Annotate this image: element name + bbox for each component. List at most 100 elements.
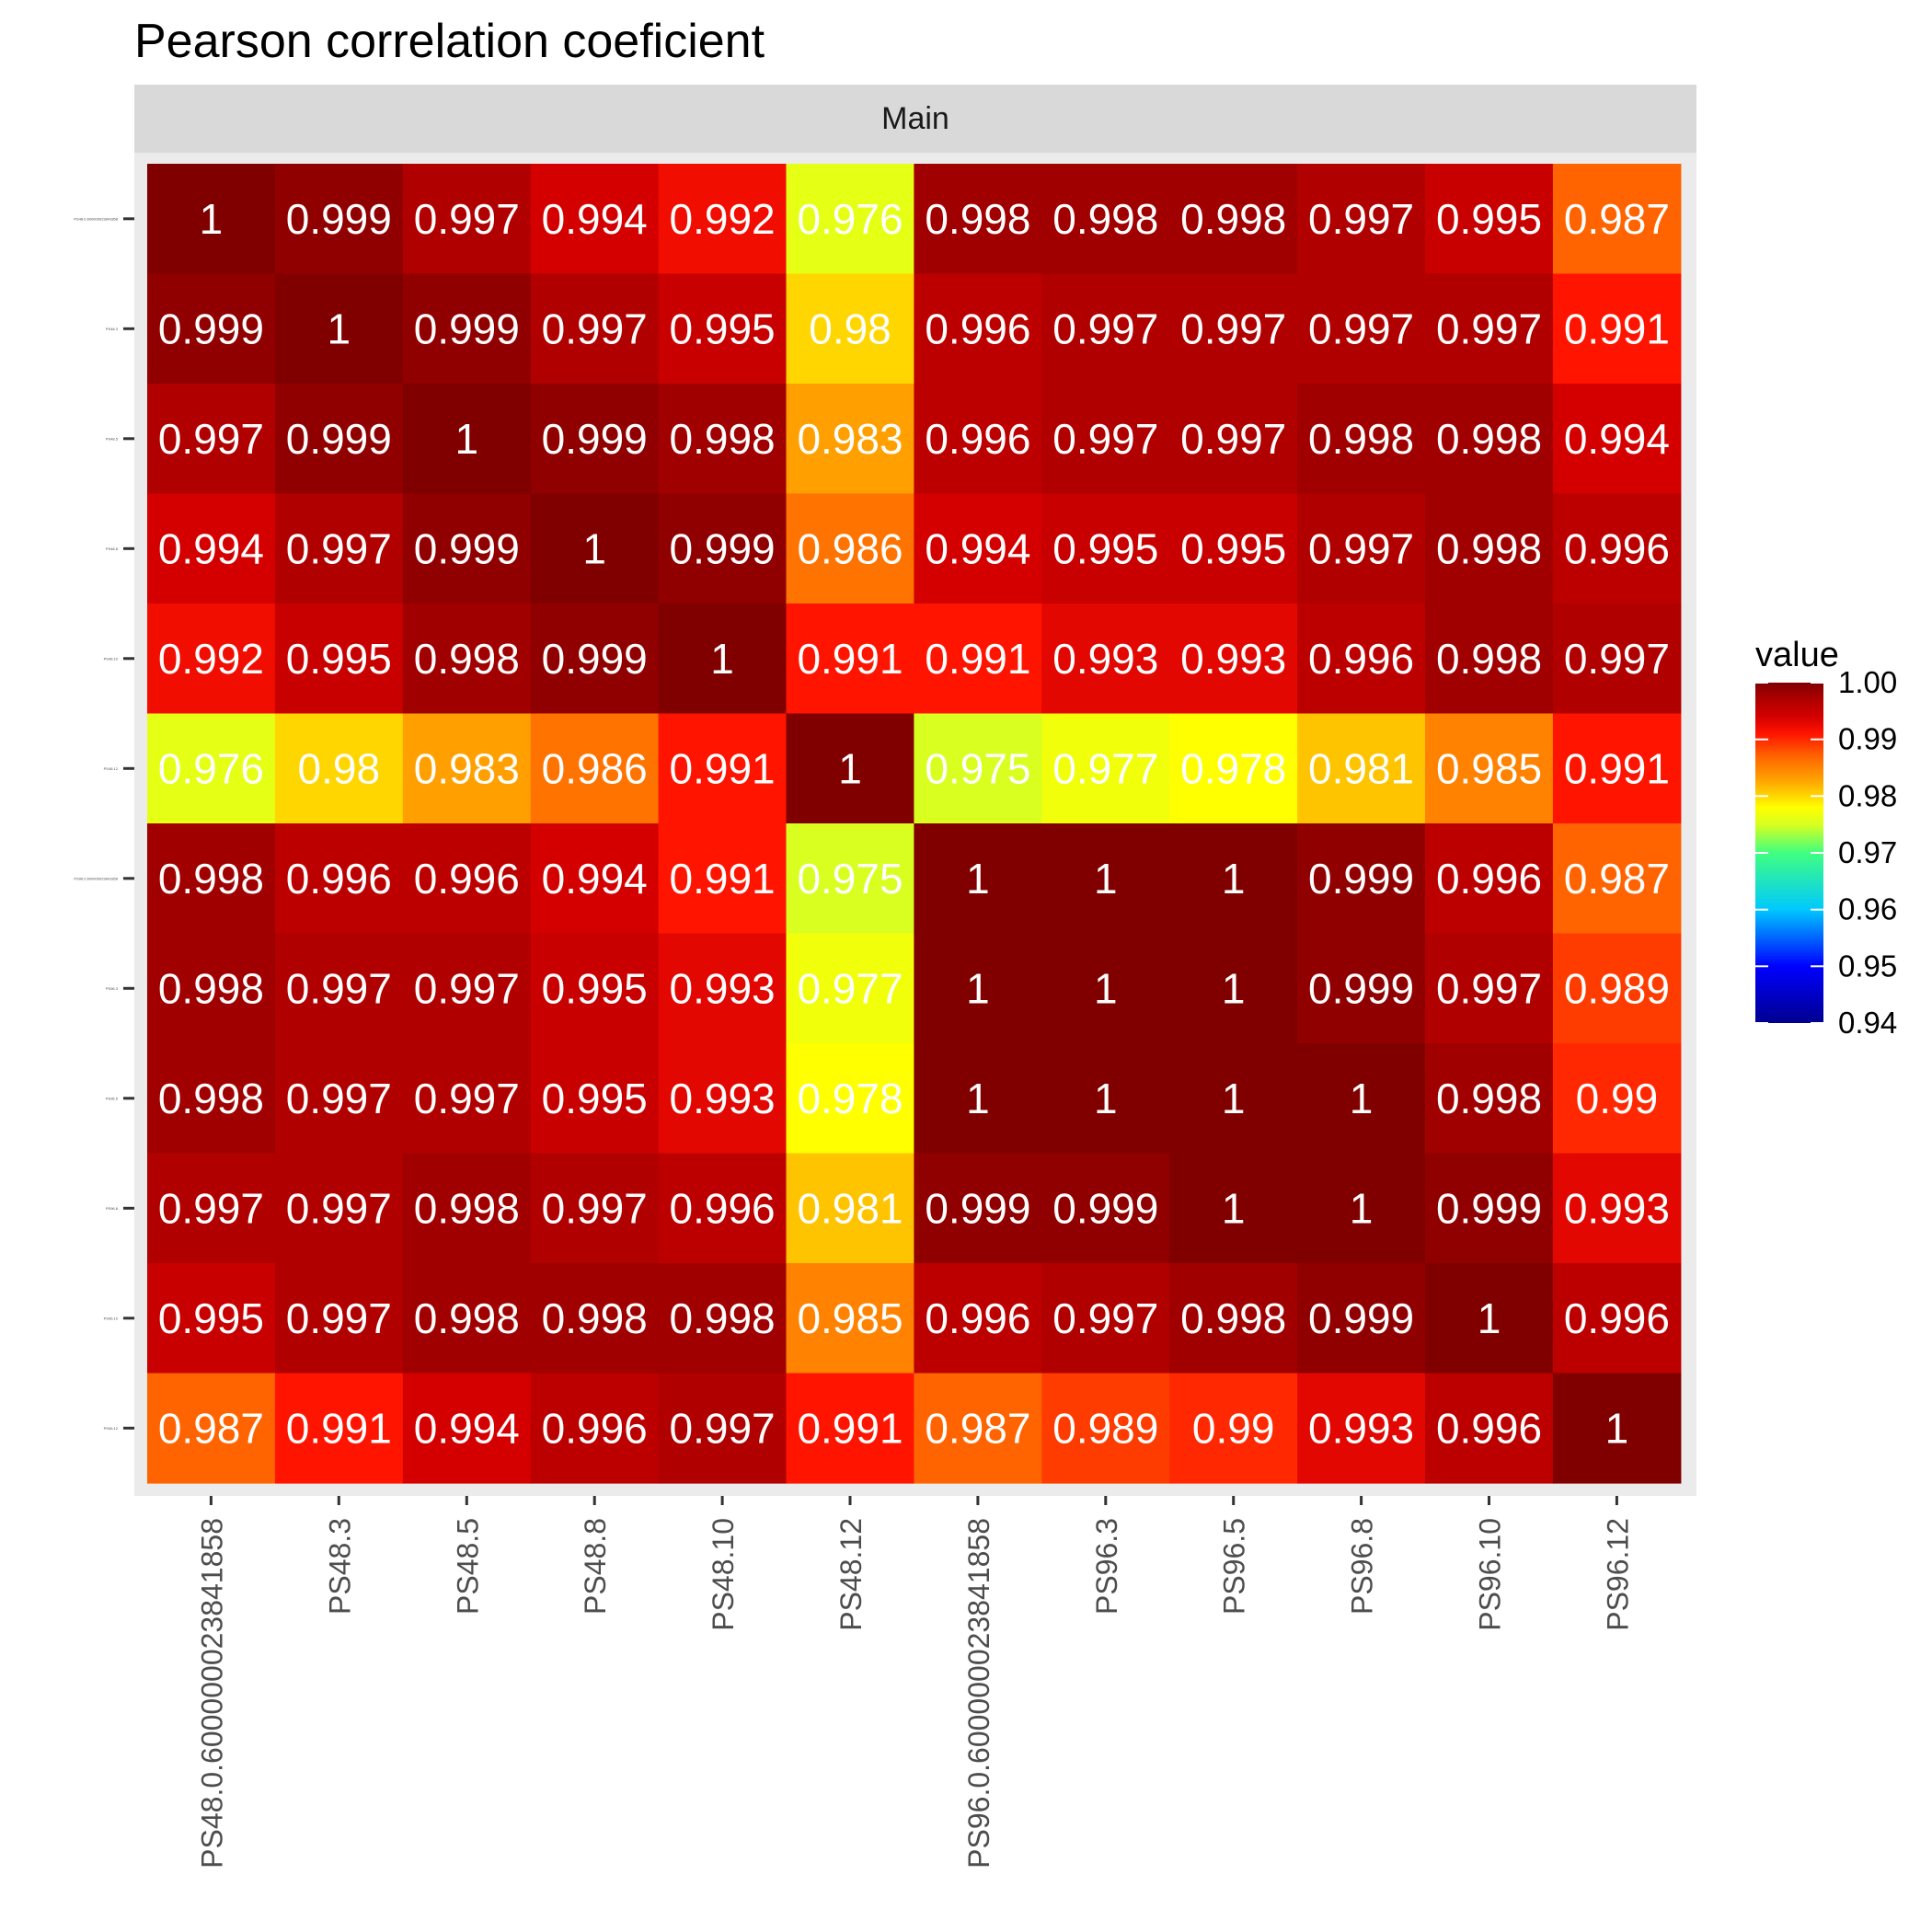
cell-value-label: 0.996 [1564,524,1670,572]
cell-value-label: 0.999 [286,415,392,463]
cell-value-label: 0.998 [1308,415,1414,463]
heatmap-cell [402,823,532,935]
cell-value-label: 0.977 [1052,744,1158,792]
heatmap-cell [1425,493,1554,604]
cell-value-label: 0.98 [809,305,891,352]
cell-value-label: 0.987 [1564,195,1670,243]
cell-value-label: 0.998 [1436,1075,1542,1122]
y-axis-tick-label: PS96.3 [106,986,119,991]
cell-value-label: 1 [200,195,224,243]
cell-value-label: 0.991 [286,1404,392,1452]
cell-value-label: 0.987 [925,1404,1030,1452]
heatmap-cell [274,1043,404,1155]
cell-value-label: 1 [1350,1184,1374,1232]
cell-value-label: 1 [1478,1294,1501,1342]
heatmap-cell [402,493,532,604]
cell-value-label: 0.995 [1052,524,1158,572]
cell-value-label: 0.992 [670,195,776,243]
y-axis-tick-label: PS48.5 [106,436,119,441]
heatmap-cell [1297,1043,1426,1155]
heatmap-cell [658,493,788,604]
heatmap-cell [1297,1263,1426,1374]
heatmap-cell [786,384,914,495]
heatmap-cell [1041,1043,1170,1155]
heatmap-cell [786,1043,914,1155]
cell-value-label: 0.999 [1308,1294,1414,1342]
heatmap-cell [1041,823,1170,935]
heatmap-cell [1169,273,1298,385]
cell-value-label: 0.981 [797,1184,903,1232]
heatmap-cell [1169,1043,1298,1155]
heatmap-cell [530,1263,660,1374]
heatmap-cell [147,164,276,275]
heatmap-cell [147,493,276,604]
heatmap-cell [1041,384,1170,495]
heatmap-cell [274,493,404,604]
heatmap-cell [914,933,1042,1044]
cell-value-label: 0.997 [286,1075,392,1122]
heatmap-cell [530,823,660,935]
cell-value-label: 0.977 [797,964,903,1012]
heatmap-cell [402,933,532,1044]
heatmap-cell [1425,604,1554,715]
heatmap-cell [1552,933,1682,1044]
cell-value-label: 1 [966,964,990,1012]
legend-tick-label: 0.99 [1838,722,1897,756]
heatmap-cell [1169,933,1298,1044]
heatmap-cell [914,384,1042,495]
cell-value-label: 0.98 [298,744,381,792]
heatmap-cell [274,823,404,935]
heatmap-cell [914,713,1042,824]
heatmap-cell [1041,493,1170,604]
cell-value-label: 0.993 [1180,635,1286,683]
heatmap-cell [1552,713,1682,824]
cell-value-label: 0.996 [925,1294,1030,1342]
cell-value-label: 0.999 [542,635,648,683]
heatmap-cell [1425,384,1554,495]
heatmap-cell [530,1043,660,1155]
heatmap-cell [147,384,276,495]
cell-value-label: 0.996 [1564,1294,1670,1342]
cell-value-label: 0.995 [286,635,392,683]
heatmap-cell [274,1373,404,1484]
heatmap-cell [1425,823,1554,935]
heatmap-cell [1169,604,1298,715]
cell-value-label: 0.997 [286,964,392,1012]
heatmap-cell [1552,493,1682,604]
cell-value-label: 0.995 [542,1075,648,1122]
legend-title: value [1755,636,1839,674]
cell-value-label: 0.976 [158,744,264,792]
heatmap-cell [1552,1373,1682,1484]
heatmap-cell [530,604,660,715]
heatmap-cell [147,273,276,385]
cell-value-label: 0.999 [414,305,520,352]
cell-value-label: 0.997 [158,1184,264,1232]
cell-value-label: 0.991 [925,635,1030,683]
cell-value-label: 0.989 [1052,1404,1158,1452]
heatmap-cell [658,713,788,824]
cell-value-label: 0.997 [158,415,264,463]
heatmap-cell [402,273,532,385]
cell-value-label: 1 [1222,1184,1246,1232]
x-axis-tick-label: PS48.5 [451,1518,484,1615]
x-axis-tick-label: PS96.10 [1474,1518,1507,1631]
heatmap-cell [530,1373,660,1484]
cell-value-label: 0.994 [1564,415,1670,463]
heatmap-cell [1169,823,1298,935]
cell-value-label: 0.998 [925,195,1030,243]
cell-value-label: 0.994 [158,524,264,572]
cell-value-label: 1 [328,305,351,352]
cell-value-label: 1 [1222,1075,1246,1122]
cell-value-label: 0.996 [1436,855,1542,903]
heatmap-cell [1425,164,1554,275]
heatmap-cell [1297,933,1426,1044]
cell-value-label: 1 [966,1075,990,1122]
heatmap-cell [1425,933,1554,1044]
cell-value-label: 0.99 [1192,1404,1275,1452]
cell-value-label: 0.994 [414,1404,520,1452]
heatmap-cell [658,1153,788,1264]
cell-value-label: 0.998 [158,1075,264,1122]
cell-value-label: 0.998 [1436,415,1542,463]
cell-value-label: 0.991 [1564,744,1670,792]
